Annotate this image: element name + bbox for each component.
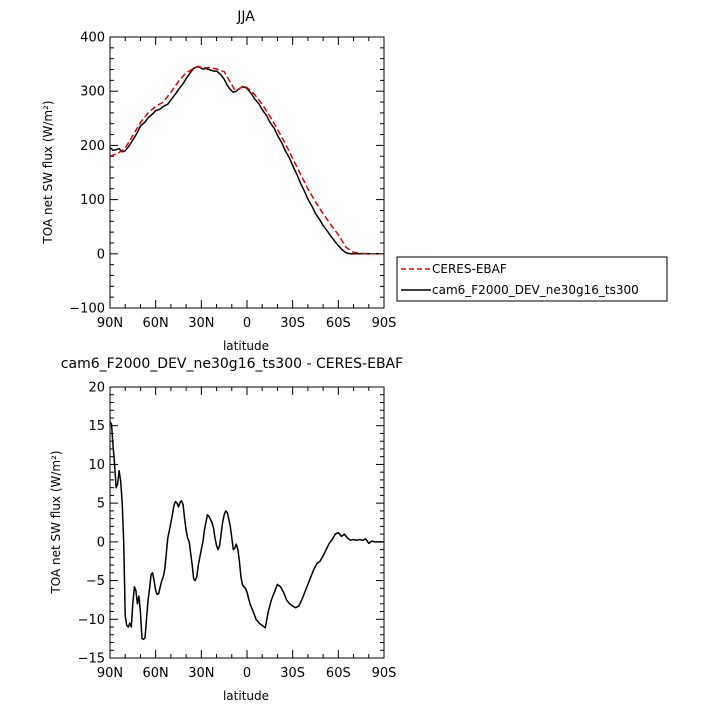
y-tick-label: 200	[80, 139, 105, 154]
legend-box	[396, 256, 668, 302]
series-line-cam6	[109, 66, 384, 255]
series-line-ceres-ebaf	[109, 65, 384, 255]
panel-top-jja: JJA 90N 60N 30N 0 30S 60S 90S −100 0 100 200 300 40…	[41, 9, 668, 353]
panel-bottom-x-tick-labels: 90N 60N 30N 0 30S 60S 90S	[97, 666, 397, 681]
y-tick-label: 10	[88, 458, 105, 473]
x-tick-label: 0	[243, 666, 251, 681]
panel-top-series-group	[109, 65, 384, 255]
y-tick-label: 5	[97, 497, 105, 512]
y-tick-label: 400	[80, 31, 105, 46]
x-tick-label: 0	[243, 316, 251, 331]
x-tick-label: 30N	[188, 316, 214, 331]
panel-top-ticks	[109, 36, 385, 309]
x-tick-label: 60N	[143, 666, 169, 681]
y-tick-label: −100	[69, 302, 105, 317]
panel-bottom-y-tick-labels: −15 −10 −5 0 5 10 15 20	[78, 381, 105, 667]
x-tick-label: 60S	[326, 666, 351, 681]
panel-bottom-series-group	[109, 421, 384, 641]
panel-bottom-y-axis-title: TOA net SW flux (W/m²)	[49, 450, 63, 594]
panel-bottom-ticks	[109, 386, 385, 659]
legend-label-cam6: cam6_F2000_DEV_ne30g16_ts300	[432, 283, 639, 297]
y-tick-label: 300	[80, 85, 105, 100]
x-tick-label: 30S	[280, 666, 305, 681]
x-tick-label: 60N	[143, 316, 169, 331]
y-tick-label: 0	[97, 535, 105, 550]
panel-title-difference: cam6_F2000_DEV_ne30g16_ts300 - CERES-EBA…	[61, 356, 403, 372]
panel-top-frame	[109, 36, 385, 309]
panel-top-x-tick-labels: 90N 60N 30N 0 30S 60S 90S	[97, 316, 397, 331]
panel-top-x-axis-title: latitude	[223, 339, 269, 353]
legend-label-ceres: CERES-EBAF	[432, 262, 507, 276]
y-tick-label: 0	[97, 247, 105, 262]
x-tick-label: 90S	[372, 316, 397, 331]
panel-bottom-x-axis-title: latitude	[223, 689, 269, 703]
x-tick-label: 30S	[280, 316, 305, 331]
panel-top-y-tick-labels: −100 0 100 200 300 400	[69, 31, 105, 317]
x-tick-label: 90S	[372, 666, 397, 681]
x-tick-label: 30N	[188, 666, 214, 681]
panel-bottom-frame	[109, 386, 385, 659]
y-tick-label: 15	[88, 419, 105, 434]
legend: CERES-EBAF cam6_F2000_DEV_ne30g16_ts300	[396, 256, 668, 302]
panel-title-jja: JJA	[236, 9, 255, 25]
x-tick-label: 60S	[326, 316, 351, 331]
y-tick-label: 20	[88, 381, 105, 396]
y-tick-label: 100	[80, 193, 105, 208]
panel-bottom-difference: cam6_F2000_DEV_ne30g16_ts300 - CERES-EBA…	[49, 356, 403, 703]
panel-top-y-axis-title: TOA net SW flux (W/m²)	[41, 100, 55, 244]
y-tick-label: −5	[86, 574, 105, 589]
series-line-cam6	[109, 421, 384, 641]
y-tick-label: −15	[78, 652, 105, 667]
x-tick-label: 90N	[97, 316, 123, 331]
y-tick-label: −10	[78, 613, 105, 628]
x-tick-label: 90N	[97, 666, 123, 681]
